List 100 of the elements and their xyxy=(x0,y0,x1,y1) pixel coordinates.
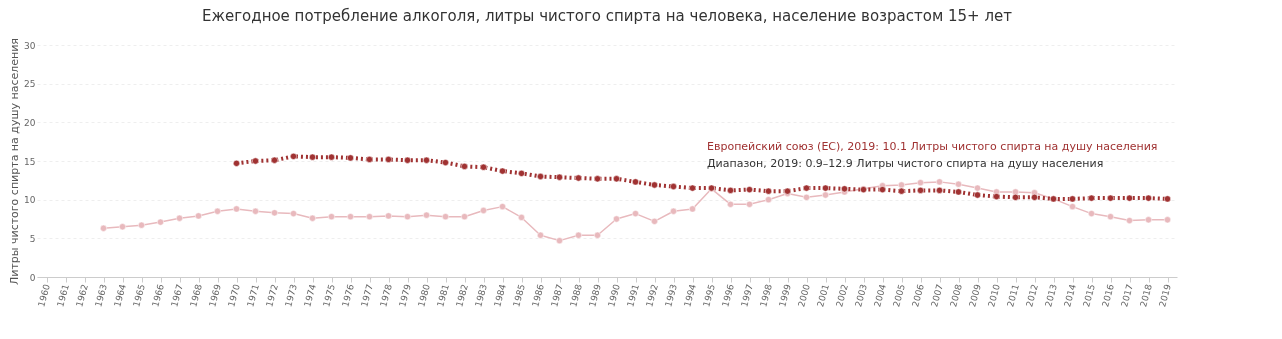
y-tick-label: 30 xyxy=(24,40,36,51)
point xyxy=(1126,217,1133,224)
x-tick-label: 1990 xyxy=(606,282,622,308)
annotation: Европейский союз (ЕС), 2019: 10.1 Литры чистого спирта на душу населения xyxy=(707,140,1158,153)
x-tick-label: 1981 xyxy=(435,283,451,308)
point xyxy=(385,212,392,220)
point xyxy=(1107,213,1114,221)
point xyxy=(423,211,430,219)
x-tick-label: 1964 xyxy=(112,282,128,308)
point xyxy=(233,205,240,213)
point xyxy=(936,186,943,194)
point xyxy=(613,175,620,183)
point xyxy=(689,184,696,192)
point xyxy=(1069,203,1076,211)
point xyxy=(670,207,677,215)
x-tick-label: 1996 xyxy=(720,282,736,308)
x-tick-label: 1977 xyxy=(359,283,375,308)
x-tick-label: 1982 xyxy=(454,283,470,308)
point xyxy=(1069,195,1076,203)
x-tick-label: 1999 xyxy=(777,282,793,308)
x-tick-label: 1974 xyxy=(302,282,318,308)
point xyxy=(366,156,373,163)
x-tick-label: 2016 xyxy=(1100,282,1116,308)
point xyxy=(594,231,601,239)
point xyxy=(765,196,772,204)
point xyxy=(974,191,981,199)
point xyxy=(461,213,468,221)
x-tick-label: 1983 xyxy=(473,283,489,308)
x-tick-label: 1989 xyxy=(587,282,603,308)
x-tick-label: 1965 xyxy=(131,283,147,308)
x-tick-label: 1986 xyxy=(530,282,546,308)
point xyxy=(651,181,658,189)
point xyxy=(214,207,221,215)
point xyxy=(1145,216,1152,224)
x-tick-label: 1993 xyxy=(663,283,679,308)
x-tick-label: 1960 xyxy=(36,282,52,308)
point xyxy=(328,213,335,221)
x-tick-label: 1994 xyxy=(682,282,698,308)
x-tick-label: 1975 xyxy=(321,283,337,308)
x-tick-label: 2012 xyxy=(1024,283,1040,308)
chart-title: Ежегодное потребление алкоголя, литры чистого спирта на человека, население возрастом 15+ лет xyxy=(201,6,1013,25)
x-tick-label: 1970 xyxy=(226,282,242,308)
x-tick-label: 1980 xyxy=(416,282,432,308)
y-tick-label: 0 xyxy=(29,272,36,283)
point xyxy=(100,224,107,232)
x-tick-label: 1976 xyxy=(340,282,356,308)
point xyxy=(518,169,525,177)
point xyxy=(309,214,316,222)
point xyxy=(1164,216,1171,224)
point xyxy=(347,213,354,221)
point xyxy=(803,184,810,192)
x-tick-label: 2010 xyxy=(986,282,1002,308)
x-tick-label: 1966 xyxy=(150,282,166,308)
point xyxy=(727,186,734,194)
y-axis-title: Литры чистого спирта на душу населения xyxy=(8,38,22,285)
point xyxy=(480,207,487,214)
point xyxy=(727,200,734,208)
x-tick-label: 1985 xyxy=(511,283,527,308)
point xyxy=(1012,193,1019,201)
point xyxy=(252,157,259,165)
x-tick-label: 2001 xyxy=(815,283,831,308)
point xyxy=(157,218,164,226)
point xyxy=(442,159,449,166)
x-tick-label: 1972 xyxy=(264,283,280,308)
x-tick-label: 1969 xyxy=(207,282,223,308)
point xyxy=(328,153,335,161)
point xyxy=(499,203,506,211)
point xyxy=(1031,193,1038,201)
x-tick-label: 1968 xyxy=(188,282,204,308)
point xyxy=(404,156,411,164)
point xyxy=(119,223,126,231)
x-tick-label: 2006 xyxy=(910,282,926,308)
x-tick-label: 2008 xyxy=(948,282,964,308)
point xyxy=(309,153,316,161)
point xyxy=(499,167,506,175)
point xyxy=(594,175,601,183)
annotation: Диапазон, 2019: 0.9–12.9 Литры чистого спирта на душу населения xyxy=(707,157,1104,170)
x-tick-label: 1988 xyxy=(568,282,584,308)
x-tick-label: 1987 xyxy=(549,283,565,308)
point xyxy=(613,215,620,223)
x-tick-label: 1992 xyxy=(644,283,660,308)
point xyxy=(480,163,487,171)
point xyxy=(347,154,354,162)
x-tick-label: 1984 xyxy=(492,282,508,308)
point xyxy=(271,209,278,217)
x-tick-label: 2014 xyxy=(1062,282,1078,308)
x-tick-label: 2019 xyxy=(1157,282,1173,308)
x-tick-label: 1973 xyxy=(283,283,299,308)
point xyxy=(955,180,962,188)
point xyxy=(765,187,772,195)
x-tick-label: 2017 xyxy=(1119,283,1135,308)
point xyxy=(556,173,563,181)
x-tick-label: 1997 xyxy=(739,283,755,308)
point xyxy=(670,183,677,190)
point xyxy=(822,191,829,199)
point xyxy=(993,193,1000,200)
point xyxy=(898,181,905,189)
y-tick-label: 10 xyxy=(24,195,36,206)
point xyxy=(1088,210,1095,217)
point xyxy=(271,156,278,164)
